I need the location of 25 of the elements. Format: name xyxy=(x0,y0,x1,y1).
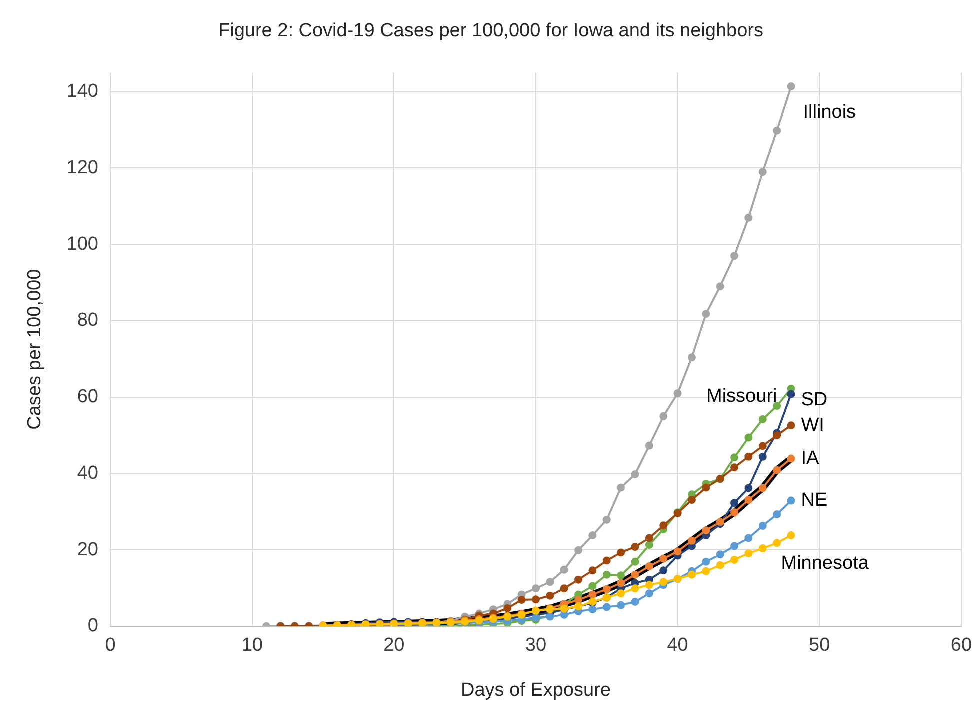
series-label: IA xyxy=(801,448,820,470)
y-tick-label: 120 xyxy=(66,157,98,178)
x-tick-label: 30 xyxy=(525,635,547,656)
series-label: SD xyxy=(801,390,828,411)
chart-title: Figure 2: Covid-19 Cases per 100,000 for Iowa and its neighbors xyxy=(218,20,764,42)
x-tick-label: 60 xyxy=(950,635,972,656)
x-tick-label: 20 xyxy=(384,635,405,656)
x-tick-label: 10 xyxy=(242,635,263,656)
x-tick-label: 0 xyxy=(105,635,116,656)
x-axis-title: Days of Exposure xyxy=(460,680,611,701)
y-tick-label: 100 xyxy=(66,234,98,255)
series-label: Missouri xyxy=(706,386,778,408)
series-label: NE xyxy=(801,490,828,512)
series-label: Illinois xyxy=(803,102,856,123)
y-axis-title: Cases per 100,000 xyxy=(24,269,46,430)
series-label: WI xyxy=(801,414,824,436)
x-tick-label: 50 xyxy=(809,635,830,656)
y-tick-label: 40 xyxy=(77,462,98,484)
y-tick-label: 0 xyxy=(88,616,98,637)
y-tick-label: 80 xyxy=(77,310,98,332)
y-tick-label: 140 xyxy=(66,81,98,102)
y-tick-label: 20 xyxy=(77,539,98,560)
y-tick-label: 60 xyxy=(77,386,98,408)
x-tick-label: 40 xyxy=(667,635,688,656)
series-label: Minnesota xyxy=(781,552,870,574)
